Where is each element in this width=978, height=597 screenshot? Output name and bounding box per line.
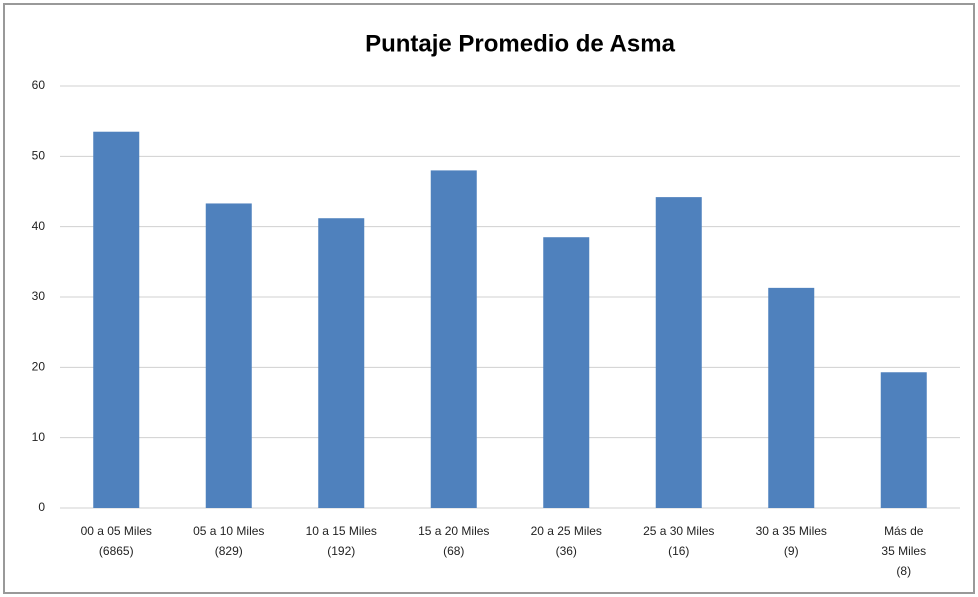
x-tick-label: 20 a 25 Miles xyxy=(531,524,602,538)
x-tick-label: (6865) xyxy=(99,544,134,558)
bar xyxy=(430,170,477,508)
bar xyxy=(318,218,365,508)
x-tick-label: 15 a 20 Miles xyxy=(418,524,489,538)
bar xyxy=(768,287,815,508)
x-tick-label: 30 a 35 Miles xyxy=(756,524,827,538)
y-tick-label: 60 xyxy=(32,78,46,92)
y-tick-label: 40 xyxy=(32,219,46,233)
x-tick-label: 10 a 15 Miles xyxy=(306,524,377,538)
chart-border xyxy=(3,3,975,594)
x-tick-label: 00 a 05 Miles xyxy=(81,524,152,538)
x-tick-label: 05 a 10 Miles xyxy=(193,524,264,538)
x-tick-label: (36) xyxy=(556,544,577,558)
x-tick-label: 25 a 30 Miles xyxy=(643,524,714,538)
x-tick-label: 35 Miles xyxy=(881,544,926,558)
x-tick-label: (9) xyxy=(784,544,799,558)
x-tick-label: (192) xyxy=(327,544,355,558)
y-tick-label: 0 xyxy=(38,500,45,514)
bar xyxy=(543,237,590,508)
x-tick-label: (16) xyxy=(668,544,689,558)
x-tick-label: (829) xyxy=(215,544,243,558)
x-tick-label: (68) xyxy=(443,544,464,558)
bar xyxy=(93,131,140,508)
bar xyxy=(880,372,927,508)
bar xyxy=(205,203,252,508)
chart-title: Puntaje Promedio de Asma xyxy=(365,30,676,57)
y-tick-label: 10 xyxy=(32,430,46,444)
x-tick-label: (8) xyxy=(896,564,911,578)
y-tick-label: 50 xyxy=(32,149,46,163)
bar xyxy=(655,197,702,509)
y-tick-label: 20 xyxy=(32,360,46,374)
y-tick-label: 30 xyxy=(32,289,46,303)
x-tick-label: Más de xyxy=(884,524,924,538)
